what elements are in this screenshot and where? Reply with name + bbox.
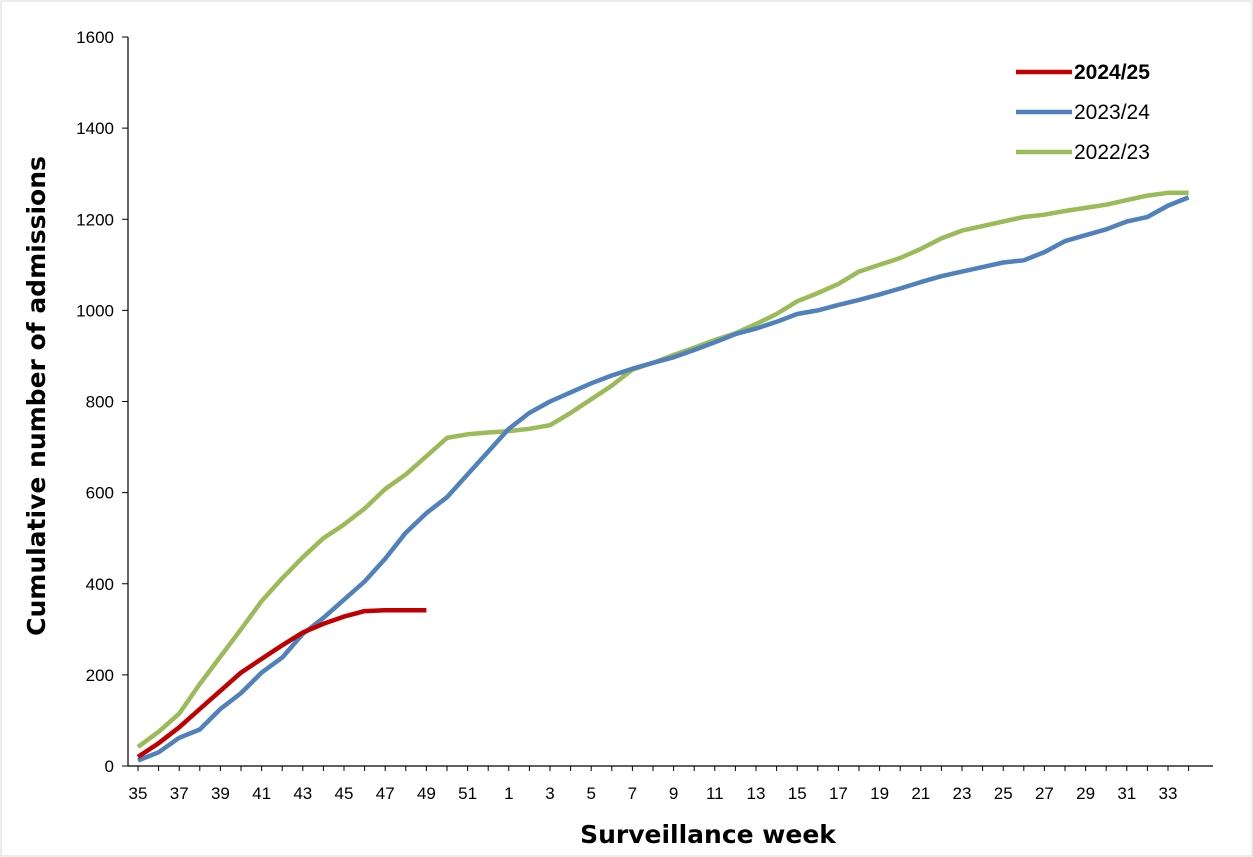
x-tick-label: 3 [545,784,554,803]
x-tick-label: 21 [911,784,930,803]
y-tick-label: 1600 [76,28,114,47]
y-tick-label: 1000 [76,301,114,320]
x-tick-label: 1 [504,784,513,803]
legend-label-2023-24: 2023/24 [1074,101,1150,124]
x-tick-label: 33 [1159,784,1178,803]
y-tick-label: 600 [86,484,114,503]
legend-label-2024-25: 2024/25 [1074,61,1150,84]
y-axis-title: Cumulative number of admissions [22,156,51,636]
x-tick-label: 17 [829,784,848,803]
x-tick-label: 37 [170,784,189,803]
x-axis-ticks: 35 37 39 41 43 45 47 49 51 1 3 5 7 9 11 13 15 17 19 21 23 25 2… [129,766,1190,803]
x-axis-title: Surveillance week [580,820,837,849]
x-tick-label: 49 [417,784,436,803]
x-tick-label: 27 [1035,784,1054,803]
x-tick-label: 9 [669,784,678,803]
x-tick-label: 35 [129,784,148,803]
y-tick-label: 1400 [76,119,114,138]
series-line-2022-23 [136,190,1189,749]
legend-label-2022-23: 2022/23 [1074,141,1150,164]
x-tick-label: 29 [1076,784,1095,803]
x-tick-label: 41 [252,784,271,803]
y-tick-label: 400 [86,575,114,594]
x-tick-label: 19 [870,784,889,803]
x-tick-label: 5 [586,784,595,803]
x-tick-label: 15 [788,784,807,803]
x-tick-label: 47 [376,784,395,803]
x-tick-label: 7 [628,784,637,803]
x-tick-label: 11 [706,784,724,803]
x-tick-label: 23 [953,784,972,803]
y-tick-label: 0 [105,757,114,776]
x-tick-label: 13 [747,784,766,803]
x-tick-label: 43 [293,784,312,803]
legend: 2024/25 2023/24 2022/23 [1012,50,1200,188]
y-axis-ticks: 0 200 400 600 800 1000 1200 1400 1600 [76,28,128,776]
x-tick-label: 31 [1117,784,1136,803]
x-tick-label: 25 [994,784,1013,803]
series-line-2024-25 [136,607,427,759]
y-tick-label: 800 [86,393,114,412]
y-tick-label: 200 [86,666,114,685]
x-tick-label: 45 [335,784,354,803]
x-tick-label: 51 [458,784,477,803]
y-tick-label: 1200 [76,210,114,229]
x-tick-label: 39 [211,784,230,803]
series-line-2023-24 [137,195,1190,763]
series-lines [136,190,1190,763]
